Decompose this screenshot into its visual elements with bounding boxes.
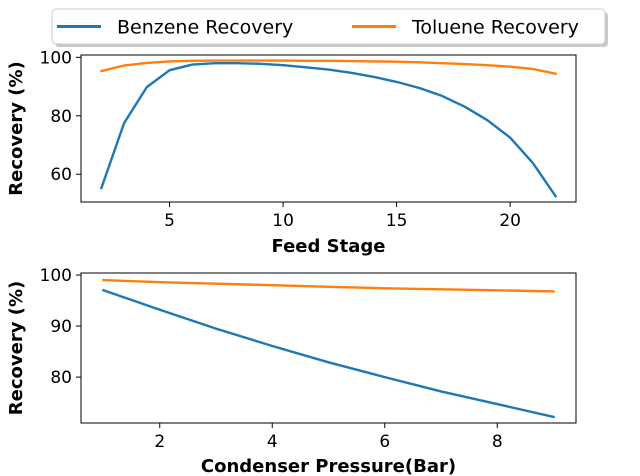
top-x-tick-label: 20 (499, 211, 521, 231)
bottom-series-toluene-recovery (102, 278, 555, 293)
legend-label-benzene-recovery: Benzene Recovery (117, 17, 293, 39)
bottom-x-tick-label: 6 (379, 432, 390, 452)
top-x-tick-label: 5 (164, 211, 175, 231)
bottom-x-axis-label: Condenser Pressure(Bar) (201, 456, 456, 476)
top-x-tick-label: 10 (272, 211, 294, 231)
bottom-plot-frame (80, 272, 577, 424)
top-y-tick-label: 60 (50, 165, 72, 185)
top-y-tick-label: 100 (40, 48, 72, 68)
bottom-x-tick-label: 8 (492, 432, 503, 452)
top-x-axis-label: Feed Stage (272, 236, 386, 257)
top-plot-frame (80, 54, 577, 203)
top-y-tick-label: 80 (50, 107, 72, 127)
bottom-x-tick-label: 2 (154, 432, 165, 452)
bottom-y-axis-label: Recovery (%) (6, 281, 27, 415)
bottom-y-tick-label: 90 (50, 317, 72, 337)
bottom-series-benzene-recovery (101, 288, 555, 419)
top-series-benzene-recovery (99, 62, 558, 198)
top-y-axis-label: Recovery (%) (6, 61, 27, 195)
bottom-y-tick-label: 80 (50, 368, 72, 388)
bottom-x-tick-label: 4 (267, 432, 278, 452)
top-x-tick-label: 15 (386, 211, 408, 231)
legend-label-toluene-recovery: Toluene Recovery (411, 17, 579, 39)
bottom-y-tick-label: 100 (40, 266, 72, 286)
legend-box (51, 8, 606, 45)
top-series-toluene-recovery (99, 59, 558, 76)
